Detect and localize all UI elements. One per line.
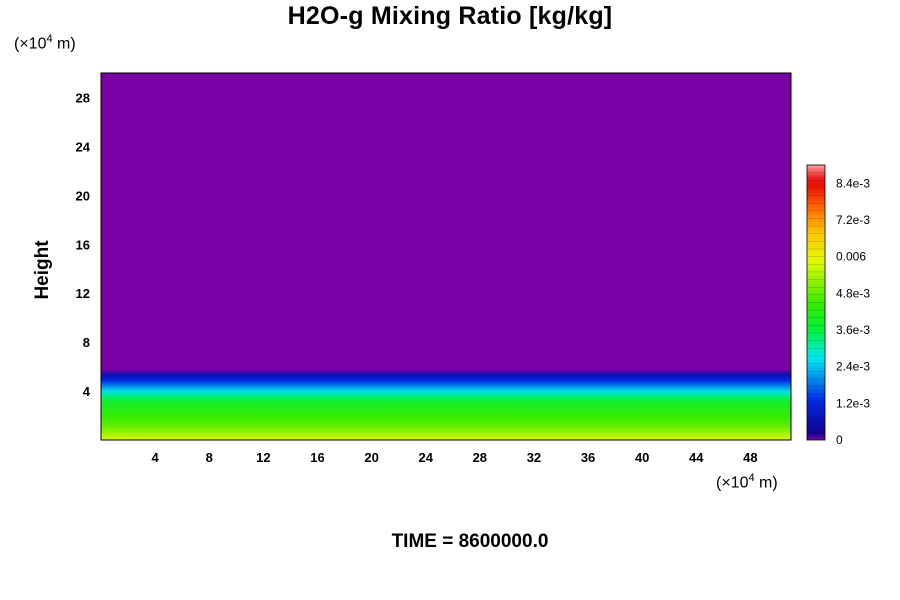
colorbar-tick-label: 3.6e-3 [836, 323, 870, 337]
x-tick-label: 20 [364, 450, 378, 465]
colorbar-tick-label: 0 [836, 433, 843, 447]
colorbar-tick-label: 7.2e-3 [836, 213, 870, 227]
x-tick-label: 12 [256, 450, 270, 465]
y-tick-label: 24 [76, 139, 91, 154]
x-tick-label: 4 [152, 450, 160, 465]
x-tick-label: 32 [527, 450, 541, 465]
colorbar-tick-label: 2.4e-3 [836, 360, 870, 374]
chart-title: H2O-g Mixing Ratio [kg/kg] [287, 2, 613, 30]
colorbar-tick-label: 8.4e-3 [836, 176, 870, 190]
plot-frame [100, 72, 792, 441]
x-tick-label: 40 [635, 450, 649, 465]
x-tick-label: 44 [689, 450, 704, 465]
x-tick-label: 48 [743, 450, 757, 465]
x-tick-label: 36 [581, 450, 595, 465]
colorbar [806, 164, 826, 441]
time-label: TIME = 8600000.0 [391, 531, 549, 552]
colorbar-tick-label: 1.2e-3 [836, 396, 870, 410]
y-axis-unit: (×104 m) [14, 33, 76, 53]
colorbar-tick-label: 0.006 [836, 250, 866, 264]
x-tick-label: 16 [310, 450, 324, 465]
y-tick-label: 12 [76, 286, 90, 301]
x-axis-unit: (×104 m) [716, 472, 778, 492]
y-tick-label: 20 [76, 188, 90, 203]
x-tick-label: 24 [418, 450, 433, 465]
colorbar-tick-label: 4.8e-3 [836, 286, 870, 300]
x-tick-label: 8 [206, 450, 213, 465]
y-tick-label: 16 [76, 237, 90, 252]
moisture-field [101, 276, 791, 440]
y-tick-label: 8 [83, 335, 90, 350]
y-tick-label: 28 [76, 90, 90, 105]
x-tick-label: 28 [473, 450, 487, 465]
y-tick-label: 4 [83, 384, 91, 399]
